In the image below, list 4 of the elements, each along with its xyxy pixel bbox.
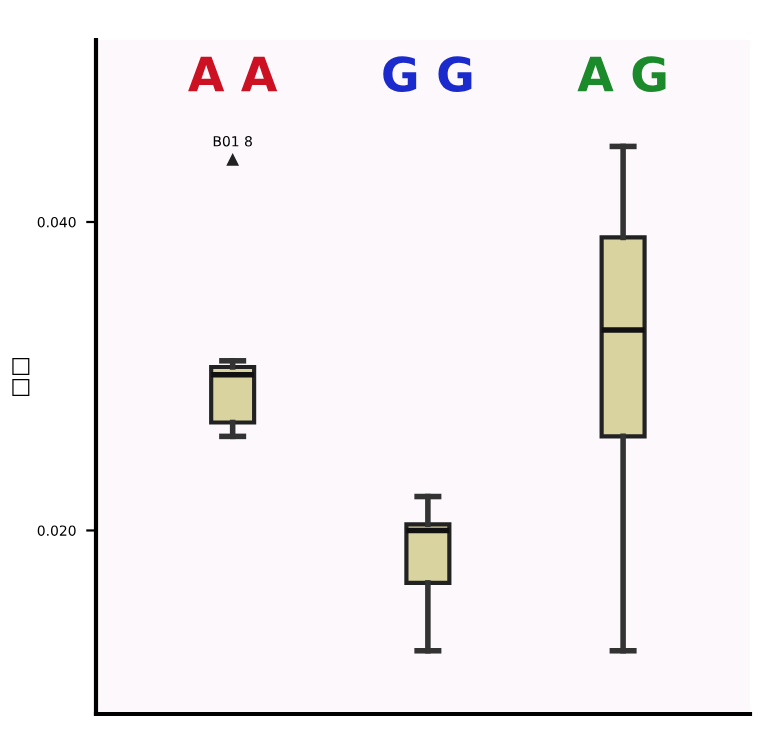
x-tick-label: A G [577, 56, 666, 92]
x-tick-label: G G [383, 56, 472, 92]
x-tick-label: A A [188, 56, 278, 92]
y-axis-title: □□ [12, 358, 30, 396]
